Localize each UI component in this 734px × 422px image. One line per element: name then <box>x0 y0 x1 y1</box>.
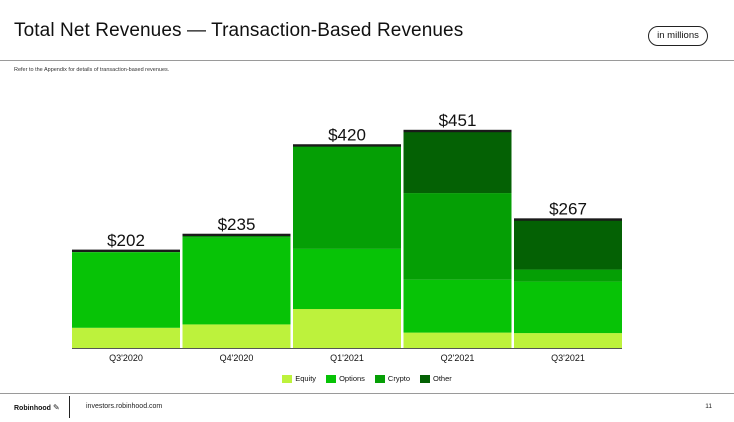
legend-label: Other <box>433 374 452 383</box>
brand-name: Robinhood <box>14 405 51 412</box>
legend-swatch <box>420 374 431 383</box>
bar-top-line <box>182 233 291 237</box>
x-tick-label: Q1'2021 <box>330 353 364 363</box>
header-divider <box>0 60 734 61</box>
bar-segment-crypto <box>182 234 291 238</box>
legend-swatch <box>282 374 293 383</box>
bar-segment-other <box>403 131 512 194</box>
bar-total-label: $267 <box>549 200 587 219</box>
bar-segment-crypto <box>514 269 622 282</box>
bar-segment-equity <box>72 327 180 348</box>
footer-separator <box>69 396 70 418</box>
bar-top-line <box>293 144 401 147</box>
x-tick-label: Q3'2021 <box>551 353 585 363</box>
bar-segment-crypto <box>293 145 401 249</box>
bar-segment-options <box>293 248 401 310</box>
legend-item-other: Other <box>420 374 452 383</box>
bar-total-label: $420 <box>328 125 366 144</box>
legend-label: Crypto <box>387 374 411 383</box>
page-title: Total Net Revenues — Transaction-Based R… <box>14 20 464 41</box>
x-tick-label: Q3'2020 <box>109 353 143 363</box>
bar-top-line <box>403 129 512 133</box>
bar-top-line <box>72 249 180 253</box>
legend-item-equity: Equity <box>282 374 316 383</box>
bar-segment-options <box>403 279 512 333</box>
stacked-bar-chart: $202 Q3'2020 $235 Q4'2020 $420 Q1'2021 $451 Q2'… <box>72 111 622 363</box>
legend-label: Options <box>339 374 365 383</box>
units-badge: in millions <box>648 26 708 46</box>
bar-segment-options <box>514 281 622 334</box>
bar-segment-equity <box>293 309 401 348</box>
bar-segment-crypto <box>403 193 512 280</box>
bar-total-label: $451 <box>439 111 477 130</box>
bar-segment-equity <box>514 333 622 348</box>
x-tick-label: Q4'2020 <box>220 353 254 363</box>
legend-swatch <box>374 374 385 383</box>
brand-logo: Robinhood ✎ <box>14 403 60 412</box>
website-link[interactable]: investors.robinhood.com <box>86 403 163 410</box>
feather-icon: ✎ <box>52 403 60 412</box>
legend-label: Equity <box>295 374 317 383</box>
chart-legend: Equity Options Crypto Other <box>0 374 734 383</box>
legend-item-crypto: Crypto <box>374 374 411 383</box>
legend-item-options: Options <box>326 374 365 383</box>
page-number: 11 <box>705 403 712 410</box>
footer-divider <box>0 393 734 394</box>
bar-segment-options <box>182 237 291 325</box>
legend-swatch <box>326 374 337 383</box>
bar-segment-options <box>72 252 180 328</box>
bar-top-line <box>514 218 622 221</box>
bar-segment-equity <box>182 324 291 348</box>
bar-segment-equity <box>403 332 512 348</box>
bar-total-label: $235 <box>218 215 256 234</box>
bar-total-label: $202 <box>107 231 145 250</box>
x-tick-label: Q2'2021 <box>441 353 475 363</box>
bar-segment-other <box>514 219 622 270</box>
footnote: Refer to the Appendix for details of tra… <box>14 67 170 73</box>
